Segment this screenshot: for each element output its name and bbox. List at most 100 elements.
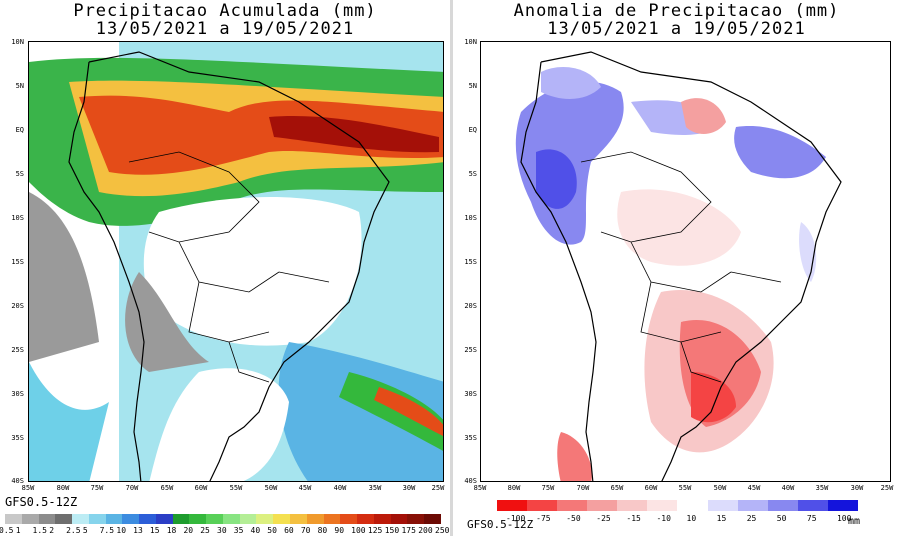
colorbar-label: -10 bbox=[656, 514, 671, 523]
colorbar-label: 7.5 bbox=[99, 526, 115, 535]
anomaly-colorbar bbox=[497, 500, 858, 511]
lon-tick: 85W bbox=[21, 484, 35, 492]
colorbar-label: 50 bbox=[776, 514, 787, 523]
left-date-range: 13/05/2021 a 19/05/2021 bbox=[95, 19, 355, 39]
lon-tick: 70W bbox=[576, 484, 590, 492]
lat-tick: 5S bbox=[468, 170, 477, 178]
colorbar-swatch bbox=[390, 514, 408, 524]
colorbar-label: 0.5 bbox=[0, 526, 14, 535]
colorbar-label: 25 bbox=[200, 526, 210, 535]
colorbar-swatch bbox=[5, 514, 22, 524]
lon-tick: 65W bbox=[160, 484, 174, 492]
colorbar-swatch bbox=[323, 514, 341, 524]
colorbar-swatch bbox=[407, 514, 425, 524]
colorbar-swatch bbox=[424, 514, 441, 524]
lon-tick: 75W bbox=[541, 484, 555, 492]
colorbar-label: 200 bbox=[418, 526, 433, 535]
right-date-range: 13/05/2021 a 19/05/2021 bbox=[547, 19, 806, 39]
lat-tick: 15S bbox=[11, 258, 24, 266]
colorbar-label: 75 bbox=[806, 514, 817, 523]
colorbar-swatch bbox=[497, 500, 528, 511]
lat-tick: EQ bbox=[468, 126, 477, 134]
colorbar-swatch bbox=[797, 500, 828, 511]
colorbar-swatch bbox=[55, 514, 73, 524]
colorbar-swatch bbox=[587, 500, 618, 511]
colorbar-label: 80 bbox=[317, 526, 328, 535]
colorbar-label: 15 bbox=[716, 514, 727, 523]
colorbar-swatch bbox=[707, 500, 738, 511]
precipitation-anomaly-panel: Anomalia de Precipitacao (mm) 13/05/2021… bbox=[453, 0, 900, 536]
colorbar-swatch bbox=[737, 500, 768, 511]
colorbar-swatch bbox=[38, 514, 56, 524]
left-model-label: GFS0.5-12Z bbox=[5, 495, 78, 509]
colorbar-swatch bbox=[256, 514, 274, 524]
lat-tick: 20S bbox=[11, 302, 24, 310]
colorbar-swatch bbox=[239, 514, 257, 524]
colorbar-label: 10 bbox=[686, 514, 697, 523]
colorbar-label: 175 bbox=[401, 526, 416, 535]
lat-tick: EQ bbox=[15, 126, 24, 134]
lat-tick: 30S bbox=[11, 390, 24, 398]
colorbar-label: 25 bbox=[746, 514, 757, 523]
lat-tick: 35S bbox=[11, 434, 24, 442]
lat-tick: 10N bbox=[11, 38, 24, 46]
colorbar-label: 20 bbox=[183, 526, 194, 535]
colorbar-swatch bbox=[105, 514, 123, 524]
colorbar-label: 5 bbox=[82, 526, 88, 535]
colorbar-swatch bbox=[767, 500, 798, 511]
lon-tick: 40W bbox=[333, 484, 347, 492]
colorbar-swatch bbox=[88, 514, 106, 524]
colorbar-label: 90 bbox=[334, 526, 345, 535]
colorbar-label: 18 bbox=[166, 526, 177, 535]
colorbar-label: 15 bbox=[149, 526, 160, 535]
right-title: Anomalia de Precipitacao (mm) bbox=[513, 1, 840, 21]
colorbar-label: -50 bbox=[566, 514, 581, 523]
lon-tick: 45W bbox=[298, 484, 312, 492]
colorbar-label: 1.5 bbox=[32, 526, 47, 535]
lon-tick: 55W bbox=[229, 484, 243, 492]
precipitation-anomaly-map bbox=[480, 41, 891, 482]
lat-tick: 40S bbox=[11, 477, 24, 485]
lat-tick: 10S bbox=[464, 214, 477, 222]
colorbar-swatch bbox=[122, 514, 140, 524]
right-model-label: GFS0.5-12Z bbox=[467, 518, 534, 531]
colorbar-label: 10 bbox=[116, 526, 127, 535]
accumulated-precipitation-map bbox=[28, 41, 444, 482]
colorbar-swatch bbox=[617, 500, 648, 511]
lat-tick: 25S bbox=[11, 346, 24, 354]
colorbar-swatch bbox=[189, 514, 207, 524]
colorbar-swatch bbox=[72, 514, 89, 524]
colorbar-label: 50 bbox=[267, 526, 277, 535]
colorbar-label: 100 bbox=[836, 514, 852, 523]
lon-tick: 60W bbox=[644, 484, 658, 492]
lat-tick: 20S bbox=[464, 302, 477, 310]
lon-tick: 35W bbox=[815, 484, 829, 492]
colorbar-label: -15 bbox=[626, 514, 641, 523]
lon-tick: 40W bbox=[781, 484, 795, 492]
colorbar-label: -25 bbox=[596, 514, 611, 523]
lat-tick: 10N bbox=[464, 38, 477, 46]
lon-tick: 35W bbox=[368, 484, 382, 492]
colorbar-swatch bbox=[155, 514, 173, 524]
colorbar-label: 150 bbox=[384, 526, 400, 535]
colorbar-swatch bbox=[21, 514, 39, 524]
colorbar-label: 13 bbox=[133, 526, 143, 535]
colorbar-label: 70 bbox=[300, 526, 311, 535]
lon-tick: 30W bbox=[850, 484, 864, 492]
colorbar-label: -75 bbox=[536, 514, 551, 523]
lon-tick: 25W bbox=[431, 484, 445, 492]
colorbar-swatch bbox=[139, 514, 156, 524]
lon-tick: 50W bbox=[264, 484, 278, 492]
colorbar-label: 2.5 bbox=[66, 526, 81, 535]
lat-tick: 5S bbox=[15, 170, 24, 178]
lon-tick: 55W bbox=[678, 484, 692, 492]
colorbar-swatch bbox=[273, 514, 291, 524]
lat-tick: 15S bbox=[464, 258, 477, 266]
colorbar-label: 2 bbox=[49, 526, 55, 535]
colorbar-swatch bbox=[527, 500, 558, 511]
colorbar-swatch bbox=[557, 500, 588, 511]
colorbar-label: 35 bbox=[233, 526, 244, 535]
colorbar-swatch bbox=[827, 500, 858, 511]
lon-tick: 70W bbox=[125, 484, 139, 492]
lat-tick: 30S bbox=[464, 390, 477, 398]
